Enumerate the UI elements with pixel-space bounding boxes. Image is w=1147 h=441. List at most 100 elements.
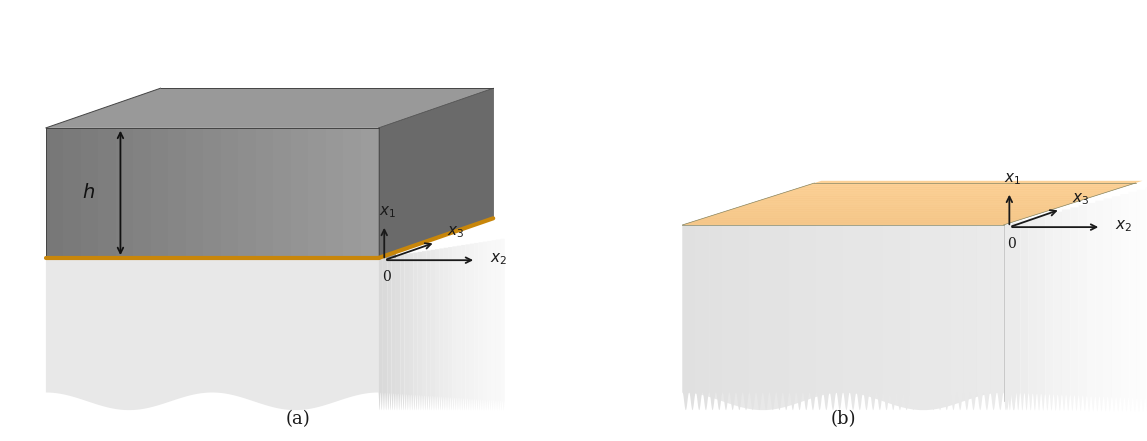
Polygon shape [169, 128, 186, 258]
Polygon shape [794, 187, 1122, 190]
Polygon shape [448, 247, 452, 410]
Polygon shape [500, 239, 505, 410]
Polygon shape [427, 250, 431, 410]
Polygon shape [857, 225, 869, 410]
Polygon shape [1021, 220, 1029, 410]
Text: $x_2$: $x_2$ [1115, 218, 1132, 234]
Polygon shape [99, 128, 116, 258]
Polygon shape [731, 207, 1059, 209]
Text: $x_1$: $x_1$ [1005, 171, 1021, 187]
Polygon shape [682, 225, 696, 410]
Polygon shape [1037, 216, 1045, 411]
Polygon shape [46, 128, 63, 258]
Polygon shape [418, 252, 422, 410]
Polygon shape [937, 225, 950, 410]
Polygon shape [203, 128, 221, 258]
Polygon shape [422, 251, 427, 410]
Polygon shape [736, 225, 749, 410]
Text: $x_3$: $x_3$ [447, 224, 465, 240]
Polygon shape [1103, 198, 1111, 411]
Polygon shape [309, 128, 326, 258]
Polygon shape [470, 243, 474, 410]
Polygon shape [869, 225, 883, 410]
Polygon shape [977, 225, 990, 410]
Polygon shape [1095, 201, 1103, 411]
Polygon shape [46, 88, 493, 128]
Polygon shape [789, 225, 803, 410]
Polygon shape [759, 198, 1087, 201]
Polygon shape [923, 225, 937, 410]
Polygon shape [487, 241, 492, 410]
Polygon shape [1121, 194, 1129, 411]
Polygon shape [133, 128, 151, 258]
Polygon shape [990, 225, 1004, 410]
Polygon shape [703, 216, 1031, 218]
Polygon shape [151, 128, 169, 258]
Polygon shape [801, 185, 1129, 187]
Polygon shape [478, 242, 483, 410]
Polygon shape [814, 181, 1142, 183]
Polygon shape [963, 225, 977, 410]
Polygon shape [361, 128, 379, 258]
Polygon shape [780, 192, 1108, 194]
Polygon shape [738, 205, 1066, 207]
Polygon shape [709, 225, 723, 410]
Polygon shape [496, 239, 500, 410]
Polygon shape [910, 225, 923, 410]
Polygon shape [461, 245, 466, 410]
Polygon shape [379, 88, 493, 258]
Polygon shape [63, 128, 81, 258]
Polygon shape [1129, 192, 1137, 411]
Polygon shape [682, 225, 1004, 410]
Text: $x_3$: $x_3$ [1072, 191, 1090, 207]
Polygon shape [435, 249, 439, 410]
Polygon shape [291, 128, 309, 258]
Polygon shape [744, 203, 1074, 205]
Polygon shape [696, 225, 709, 410]
Polygon shape [843, 225, 857, 410]
Polygon shape [326, 128, 343, 258]
Text: $x_1$: $x_1$ [380, 204, 396, 220]
Polygon shape [383, 257, 388, 410]
Polygon shape [803, 225, 817, 410]
Text: 0: 0 [1007, 237, 1016, 251]
Polygon shape [400, 254, 405, 410]
Polygon shape [452, 247, 457, 410]
Polygon shape [81, 128, 99, 258]
Polygon shape [950, 225, 963, 410]
Text: $x_2$: $x_2$ [490, 251, 507, 267]
Polygon shape [749, 225, 763, 410]
Polygon shape [787, 190, 1115, 192]
Polygon shape [807, 183, 1136, 185]
Polygon shape [46, 128, 379, 258]
Polygon shape [897, 225, 910, 410]
Polygon shape [405, 254, 409, 410]
Polygon shape [391, 256, 396, 410]
Polygon shape [492, 240, 496, 410]
Polygon shape [766, 196, 1094, 198]
Polygon shape [439, 248, 444, 410]
Polygon shape [724, 209, 1052, 212]
Polygon shape [116, 128, 133, 258]
Polygon shape [1137, 190, 1145, 411]
Polygon shape [723, 225, 736, 410]
Polygon shape [1004, 225, 1017, 410]
Polygon shape [1078, 205, 1087, 411]
Polygon shape [343, 128, 361, 258]
Polygon shape [696, 218, 1024, 220]
Polygon shape [273, 128, 291, 258]
Polygon shape [413, 253, 418, 410]
Polygon shape [752, 201, 1080, 203]
Polygon shape [777, 225, 789, 410]
Polygon shape [379, 258, 383, 410]
Polygon shape [717, 212, 1045, 214]
Text: 0: 0 [382, 270, 391, 284]
Polygon shape [763, 225, 777, 410]
Polygon shape [1029, 218, 1037, 411]
Polygon shape [1004, 225, 1012, 410]
Text: (a): (a) [286, 410, 311, 428]
Text: (b): (b) [830, 410, 856, 428]
Polygon shape [1062, 209, 1070, 411]
Polygon shape [1045, 214, 1054, 411]
Polygon shape [46, 258, 379, 410]
